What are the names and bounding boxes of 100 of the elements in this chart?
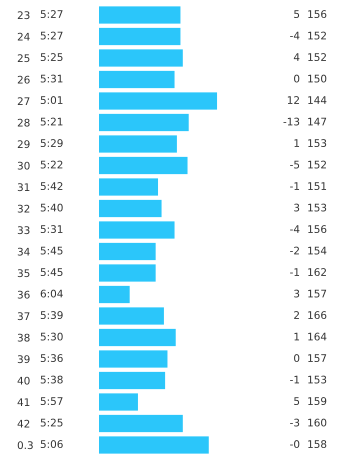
- text: 144: [308, 96, 326, 104]
- text: 5:39: [40, 311, 63, 320]
- text: 162: [308, 268, 326, 276]
- y-tick-label: 29: [18, 140, 30, 148]
- y-tick-label: 42: [18, 420, 30, 428]
- y-tick-label: 25: [18, 54, 30, 62]
- text: 5:06: [40, 440, 63, 448]
- text: 5:45: [40, 246, 62, 255]
- bar: [99, 350, 168, 368]
- text: 5:27: [40, 10, 62, 18]
- y-tick-label: 26: [18, 76, 30, 84]
- y-tick-label: 32: [18, 204, 30, 213]
- y-tick-label: 40: [18, 376, 30, 385]
- text: -1: [290, 376, 300, 384]
- text: 166: [308, 311, 326, 320]
- text: -4: [290, 225, 300, 233]
- text: -13: [283, 118, 300, 126]
- text: -5: [290, 160, 300, 169]
- text: -2: [290, 246, 299, 254]
- text: 3: [294, 204, 300, 212]
- text: 5:01: [40, 96, 62, 104]
- text: 1: [294, 139, 300, 147]
- text: 150: [308, 74, 326, 83]
- bar: [99, 328, 176, 346]
- text: -1: [290, 182, 300, 190]
- bar: [99, 221, 175, 239]
- text: 5:27: [40, 32, 62, 40]
- text: 152: [308, 32, 326, 40]
- y-tick-label: 38: [18, 334, 30, 342]
- text: 157: [308, 290, 326, 298]
- y-tick-label: 27: [18, 97, 30, 105]
- bar: [99, 200, 162, 218]
- text: 5:29: [40, 139, 63, 148]
- y-tick-label: 37: [18, 312, 30, 320]
- bar: [99, 135, 177, 153]
- text: 156: [308, 225, 326, 234]
- bar: [99, 286, 130, 304]
- text: 152: [308, 53, 326, 62]
- text: 5:57: [40, 397, 62, 406]
- text: 157: [308, 354, 326, 362]
- y-tick-label: 39: [18, 355, 30, 364]
- bar: [99, 178, 158, 196]
- text: 5:40: [40, 204, 63, 212]
- bar: [99, 372, 166, 390]
- bar: [99, 242, 156, 260]
- text: 164: [308, 332, 326, 341]
- bar: [99, 114, 189, 132]
- bar: [99, 49, 183, 67]
- text: 158: [308, 440, 326, 448]
- text: 5:25: [40, 53, 62, 62]
- text: 0: [294, 74, 300, 83]
- y-tick-label: 31: [18, 183, 30, 192]
- text: 152: [308, 160, 326, 169]
- text: 147: [308, 118, 326, 126]
- text: 5:31: [40, 225, 62, 234]
- y-tick-label: 41: [18, 398, 30, 406]
- text: 1: [294, 332, 300, 340]
- bar: [99, 6, 180, 24]
- y-tick-label: 33: [18, 226, 30, 234]
- text: 5:36: [40, 354, 63, 362]
- text: 153: [308, 139, 326, 148]
- y-tick-label: 30: [18, 162, 30, 170]
- bar: [99, 436, 209, 454]
- y-tick-label: 23: [18, 11, 30, 20]
- text: 5:21: [40, 118, 62, 126]
- bar: [99, 70, 175, 88]
- text: 153: [308, 204, 326, 212]
- y-tick-label: 0.3: [18, 441, 33, 450]
- text: 5:22: [40, 160, 62, 169]
- text: 5: [294, 397, 300, 406]
- text: 160: [308, 418, 326, 427]
- text: 12: [288, 96, 299, 104]
- text: 0: [294, 354, 300, 362]
- text: 5:31: [40, 74, 62, 83]
- text: 5:30: [40, 332, 63, 341]
- text: 154: [308, 246, 326, 255]
- bar: [99, 264, 156, 282]
- y-tick-label: 24: [18, 32, 30, 40]
- text: 5: [294, 10, 300, 18]
- y-tick-label: 36: [18, 290, 30, 299]
- text: 3: [294, 290, 300, 298]
- text: -3: [290, 418, 300, 427]
- bar: [99, 414, 183, 432]
- text: -0: [290, 440, 300, 448]
- text: 5:38: [40, 376, 63, 384]
- text: 153: [308, 376, 326, 384]
- text: 6:04: [40, 290, 63, 298]
- bar: [99, 28, 180, 46]
- text: -4: [290, 32, 300, 40]
- text: 159: [308, 397, 326, 406]
- bar: [99, 307, 164, 325]
- text: 151: [308, 182, 326, 190]
- text: 5:42: [40, 182, 62, 190]
- y-tick-label: 34: [18, 248, 30, 256]
- text: 5:45: [40, 268, 62, 276]
- text: 5:25: [40, 418, 62, 427]
- bar: [99, 156, 188, 174]
- y-tick-label: 35: [18, 269, 30, 278]
- text: -1: [290, 268, 300, 276]
- text: 156: [308, 10, 326, 18]
